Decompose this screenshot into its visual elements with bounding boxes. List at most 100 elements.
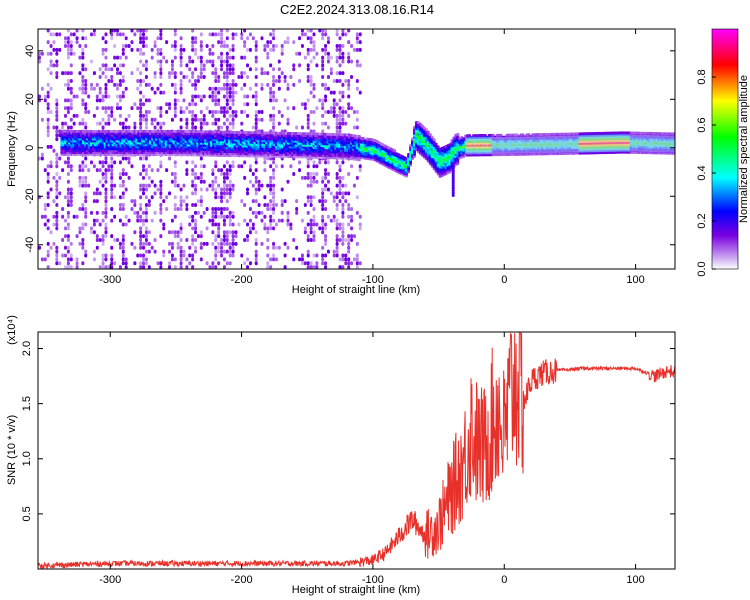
spectrogram-cell bbox=[355, 257, 359, 262]
spectrogram-cell bbox=[95, 210, 99, 215]
spectrogram-cell bbox=[321, 214, 325, 219]
spectrogram-cell bbox=[162, 249, 166, 254]
spectrogram-cell bbox=[121, 75, 125, 80]
spectrogram-cell bbox=[246, 113, 250, 118]
spectrogram-cell bbox=[159, 113, 163, 118]
spectrogram-cell bbox=[280, 199, 284, 204]
spectrogram-cell bbox=[173, 203, 177, 208]
spectrogram-cell bbox=[55, 106, 59, 111]
spectrogram-cell bbox=[263, 71, 267, 76]
spectrogram-cell bbox=[104, 226, 108, 231]
spectrogram-cell bbox=[136, 47, 140, 52]
spectrogram-cell bbox=[220, 245, 224, 250]
spectrogram-cell bbox=[159, 63, 163, 68]
spectrogram-cell bbox=[355, 109, 359, 114]
spectrogram-cell bbox=[199, 59, 203, 64]
spectrogram-cell bbox=[292, 237, 296, 242]
spectrogram-cell bbox=[55, 187, 59, 192]
spectrogram-cell bbox=[133, 125, 137, 130]
spectrogram-cell bbox=[90, 32, 94, 37]
spectrogram-cell bbox=[81, 121, 85, 126]
spectrogram-cell bbox=[300, 218, 304, 223]
spectrogram-cell bbox=[277, 67, 281, 72]
spectrogram-cell bbox=[104, 175, 108, 180]
spectrogram-cell bbox=[159, 29, 163, 33]
spectrogram-cell bbox=[55, 98, 59, 103]
spectrogram-cell bbox=[309, 226, 313, 231]
spectrogram-cell bbox=[194, 94, 198, 99]
spectrogram-cell bbox=[46, 253, 50, 258]
spectrogram-cell bbox=[69, 241, 73, 246]
spectrogram-cell bbox=[217, 206, 221, 211]
spectrogram-cell bbox=[46, 40, 50, 45]
spectrogram-cell bbox=[222, 40, 226, 45]
spectrogram-cell bbox=[159, 109, 163, 114]
spectrogram-cell bbox=[286, 210, 290, 215]
spectrogram-cell bbox=[116, 86, 120, 91]
spectrogram-cell bbox=[266, 82, 270, 87]
spectrogram-cell bbox=[144, 98, 148, 103]
spectrogram-cell bbox=[46, 82, 50, 87]
spectrogram-cell bbox=[248, 230, 252, 235]
spectrogram-cell bbox=[246, 265, 250, 269]
spectrogram-cell bbox=[81, 47, 85, 52]
spectrogram-cell bbox=[179, 265, 183, 269]
spectrogram-cell bbox=[116, 29, 120, 33]
spectrogram-cell bbox=[202, 75, 206, 80]
spectrogram-cell bbox=[312, 237, 316, 242]
spectrogram-cell bbox=[344, 237, 348, 242]
spectrogram-cell bbox=[84, 195, 88, 200]
spectrogram-cell bbox=[170, 172, 174, 177]
spectrogram-cell bbox=[257, 109, 261, 114]
spectrogram-cell bbox=[101, 47, 105, 52]
spectrogram-cell bbox=[228, 168, 232, 173]
spectrogram-cell bbox=[231, 98, 235, 103]
spectrogram-cell bbox=[246, 47, 250, 52]
spectrogram-cell bbox=[266, 265, 270, 269]
spectrogram-cell bbox=[81, 29, 85, 33]
spectrogram-cell bbox=[107, 164, 111, 169]
spectrogram-cell bbox=[321, 121, 325, 126]
spectrogram-cell bbox=[153, 71, 157, 76]
spectrogram-cell bbox=[46, 203, 50, 208]
spectrogram-cell bbox=[211, 222, 215, 227]
spectrogram-cell bbox=[46, 195, 50, 200]
spectrogram-cell bbox=[185, 75, 189, 80]
spectrogram-cell bbox=[81, 55, 85, 60]
spectrogram-cell bbox=[179, 90, 183, 95]
spectrogram-cell bbox=[46, 133, 50, 138]
spectrogram-cell bbox=[144, 183, 148, 188]
spectrogram-cell bbox=[142, 175, 146, 180]
spectrogram-cell bbox=[315, 253, 319, 258]
spectrogram-cell bbox=[144, 63, 148, 68]
spectrogram-cell bbox=[272, 245, 276, 250]
spectrogram-cell bbox=[225, 86, 229, 91]
spectrogram-cell bbox=[75, 40, 79, 45]
spectrogram-cell bbox=[107, 67, 111, 72]
spectrogram-cell bbox=[228, 71, 232, 76]
spectrogram-cell bbox=[104, 253, 108, 258]
spectrogram-cell bbox=[118, 121, 122, 126]
spectrogram-cell bbox=[220, 86, 224, 91]
spectrogram-cell bbox=[225, 234, 229, 239]
spectrogram-cell bbox=[121, 183, 125, 188]
spectrogram-cell bbox=[66, 199, 70, 204]
spectrogram-cell bbox=[124, 214, 128, 219]
spectrogram-cell bbox=[254, 257, 258, 262]
spectrogram-cell bbox=[191, 168, 195, 173]
spectrogram-cell bbox=[64, 218, 68, 223]
spectrogram-cell bbox=[263, 168, 267, 173]
spectrogram-cell bbox=[84, 249, 88, 254]
spectrogram-cell bbox=[81, 183, 85, 188]
spectrogram-cell bbox=[318, 160, 322, 165]
spectrogram-cell bbox=[220, 172, 224, 177]
spectrogram-cell bbox=[306, 36, 310, 41]
spectrogram-cell bbox=[81, 237, 85, 242]
spectrogram-cell bbox=[139, 82, 143, 87]
spectrogram-cell bbox=[214, 86, 218, 91]
spectrogram-cell bbox=[124, 55, 128, 60]
spectrogram-cell bbox=[64, 98, 68, 103]
spectrogram-cell bbox=[335, 55, 339, 60]
spectrogram-cell bbox=[188, 253, 192, 258]
spectrogram-cell bbox=[46, 191, 50, 196]
